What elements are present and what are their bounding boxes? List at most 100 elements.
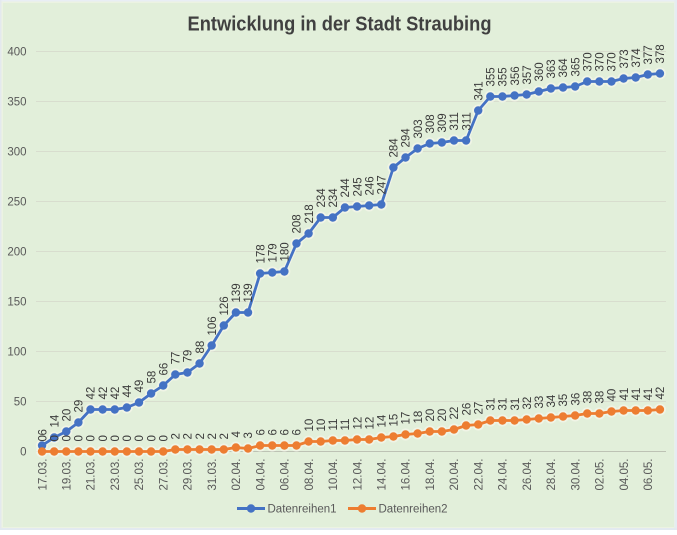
svg-text:30.04.: 30.04. <box>570 459 582 491</box>
svg-text:363: 363 <box>546 59 558 78</box>
svg-text:22.04.: 22.04. <box>473 459 485 491</box>
svg-text:20: 20 <box>61 409 73 422</box>
svg-text:377: 377 <box>643 45 655 64</box>
svg-text:2: 2 <box>195 433 207 439</box>
svg-text:6: 6 <box>37 429 49 435</box>
svg-text:139: 139 <box>243 283 255 302</box>
svg-text:32: 32 <box>522 397 534 410</box>
svg-text:18: 18 <box>413 411 425 424</box>
svg-text:29.03.: 29.03. <box>183 459 195 491</box>
svg-text:Entwicklung in der Stadt Strau: Entwicklung in der Stadt Straubing <box>188 13 492 36</box>
svg-text:139: 139 <box>231 283 243 302</box>
svg-text:40: 40 <box>607 389 619 402</box>
svg-text:14.04.: 14.04. <box>376 459 388 491</box>
svg-text:06.05.: 06.05. <box>643 459 655 491</box>
svg-text:14: 14 <box>376 414 388 427</box>
svg-text:350: 350 <box>7 97 26 109</box>
svg-text:0: 0 <box>98 435 110 441</box>
svg-text:0: 0 <box>74 435 86 441</box>
svg-text:6: 6 <box>255 429 267 435</box>
svg-text:42: 42 <box>110 387 122 400</box>
svg-text:58: 58 <box>146 371 158 384</box>
svg-text:247: 247 <box>376 175 388 194</box>
svg-text:2: 2 <box>219 433 231 439</box>
svg-text:234: 234 <box>316 188 328 208</box>
svg-text:374: 374 <box>631 48 643 68</box>
svg-text:10: 10 <box>304 419 316 432</box>
svg-text:2: 2 <box>183 433 195 439</box>
svg-text:179: 179 <box>267 243 279 262</box>
svg-text:234: 234 <box>328 188 340 208</box>
svg-text:150: 150 <box>7 297 26 309</box>
svg-text:17.03.: 17.03. <box>37 459 49 491</box>
svg-text:41: 41 <box>631 388 643 401</box>
svg-text:28.04.: 28.04. <box>546 459 558 491</box>
svg-text:244: 244 <box>340 178 352 198</box>
svg-text:19.03.: 19.03. <box>61 459 73 491</box>
svg-text:42: 42 <box>98 387 110 400</box>
svg-text:0: 0 <box>134 435 146 441</box>
svg-text:27: 27 <box>473 402 485 415</box>
svg-text:10.04.: 10.04. <box>328 459 340 491</box>
svg-text:364: 364 <box>558 58 570 78</box>
svg-text:24.04.: 24.04. <box>498 459 510 491</box>
svg-text:250: 250 <box>7 197 26 209</box>
svg-text:02.05.: 02.05. <box>595 459 607 491</box>
svg-text:378: 378 <box>655 44 667 63</box>
svg-text:10: 10 <box>316 419 328 432</box>
svg-text:4: 4 <box>231 431 243 438</box>
svg-text:42: 42 <box>655 387 667 400</box>
svg-text:2: 2 <box>207 433 219 439</box>
svg-text:218: 218 <box>304 204 316 223</box>
svg-text:31.03.: 31.03. <box>207 459 219 491</box>
svg-text:23.03.: 23.03. <box>110 459 122 491</box>
svg-text:400: 400 <box>7 47 26 59</box>
svg-text:22: 22 <box>449 407 461 420</box>
svg-text:14: 14 <box>49 414 61 427</box>
svg-text:44: 44 <box>122 384 134 397</box>
svg-text:245: 245 <box>352 177 364 196</box>
svg-text:300: 300 <box>7 147 26 159</box>
svg-text:12: 12 <box>364 417 376 430</box>
svg-text:29: 29 <box>74 400 86 413</box>
svg-text:200: 200 <box>7 247 26 259</box>
svg-text:42: 42 <box>86 387 98 400</box>
svg-text:294: 294 <box>401 128 413 148</box>
svg-text:0: 0 <box>110 435 122 441</box>
svg-text:12: 12 <box>352 417 364 430</box>
svg-text:20: 20 <box>425 409 437 422</box>
svg-text:341: 341 <box>473 81 485 100</box>
svg-text:11: 11 <box>328 419 340 431</box>
svg-text:38: 38 <box>582 391 594 404</box>
svg-text:178: 178 <box>255 244 267 263</box>
svg-text:36: 36 <box>570 393 582 406</box>
svg-text:20.04.: 20.04. <box>449 459 461 491</box>
svg-text:0: 0 <box>146 435 158 441</box>
svg-text:15: 15 <box>389 414 401 427</box>
svg-text:11: 11 <box>340 419 352 431</box>
svg-text:6: 6 <box>292 429 304 435</box>
svg-text:Datenreihen2: Datenreihen2 <box>379 504 448 516</box>
svg-text:04.04.: 04.04. <box>255 459 267 491</box>
svg-text:16.04.: 16.04. <box>401 459 413 491</box>
svg-text:100: 100 <box>7 347 26 359</box>
svg-text:308: 308 <box>425 114 437 133</box>
svg-text:311: 311 <box>449 112 461 130</box>
svg-text:208: 208 <box>292 214 304 233</box>
svg-text:0: 0 <box>158 435 170 441</box>
svg-text:0: 0 <box>20 447 26 459</box>
svg-text:66: 66 <box>158 363 170 376</box>
svg-text:79: 79 <box>183 350 195 363</box>
svg-text:38: 38 <box>595 391 607 404</box>
svg-text:365: 365 <box>570 57 582 76</box>
svg-text:Datenreihen1: Datenreihen1 <box>268 504 337 516</box>
svg-text:25.03.: 25.03. <box>134 459 146 491</box>
svg-text:49: 49 <box>134 380 146 393</box>
svg-text:31: 31 <box>510 398 522 411</box>
svg-text:31: 31 <box>498 398 510 411</box>
svg-text:357: 357 <box>522 65 534 84</box>
svg-text:31: 31 <box>486 398 498 411</box>
svg-text:04.05.: 04.05. <box>619 459 631 491</box>
svg-text:0: 0 <box>86 435 98 441</box>
svg-text:370: 370 <box>607 52 619 71</box>
